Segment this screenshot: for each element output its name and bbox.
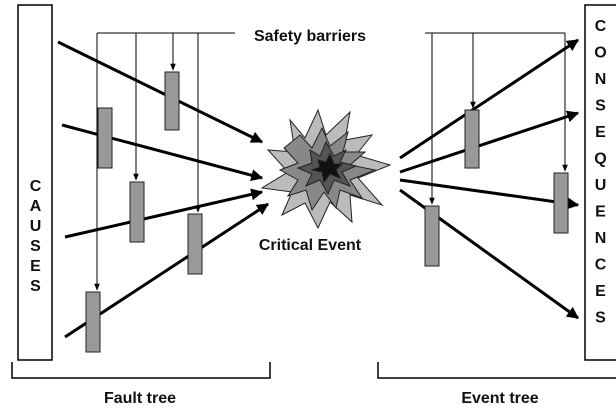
fault-tree-label: Fault tree xyxy=(104,390,176,407)
causes-box xyxy=(17,4,53,361)
safety-barriers-label: Safety barriers xyxy=(254,28,366,45)
consequences-box xyxy=(584,4,616,361)
event-tree-label: Event tree xyxy=(461,390,538,407)
consequences-label: CONSEQUENCES xyxy=(592,18,609,336)
barriers xyxy=(85,71,569,353)
causes-label: CAUSES xyxy=(27,178,44,298)
critical-event-label: Critical Event xyxy=(259,237,362,254)
critical-event-burst xyxy=(260,108,392,230)
brackets xyxy=(11,362,616,379)
barrier-lines xyxy=(94,32,568,291)
